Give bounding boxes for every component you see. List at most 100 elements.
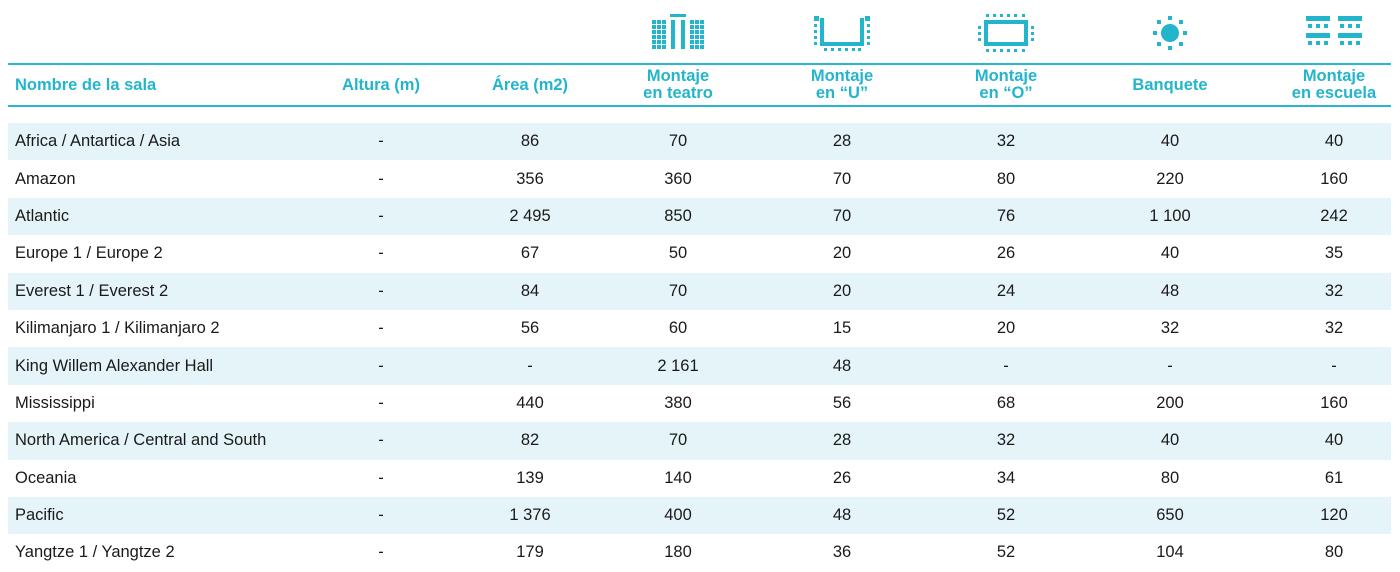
header-room-name: Nombre de la sala	[8, 65, 298, 105]
icon-spacer	[8, 10, 298, 56]
cell-room-name: Amazon	[15, 169, 76, 188]
cell-u-shape: 56	[832, 393, 852, 412]
cell-height: -	[378, 132, 384, 151]
cell-classroom: 80	[1324, 543, 1344, 562]
header-label: Montaje en “U”	[810, 67, 874, 102]
cell-o-shape: 52	[996, 506, 1016, 525]
cell-o-shape: 68	[996, 393, 1016, 412]
cell-classroom: 160	[1320, 169, 1348, 188]
cell-classroom: 40	[1324, 132, 1344, 151]
cell-u-shape: 15	[832, 319, 852, 338]
o-shape-icon-graphic	[978, 14, 1034, 52]
cell-room-name: Kilimanjaro 1 / Kilimanjaro 2	[15, 319, 220, 338]
cell-theater: 2 161	[657, 356, 699, 375]
cell-room-name: King Willem Alexander Hall	[15, 356, 214, 375]
cell-theater: 380	[664, 393, 692, 412]
cell-room-name: Pacific	[15, 506, 64, 525]
cell-theater: 180	[664, 543, 692, 562]
cell-height: -	[378, 543, 384, 562]
cell-classroom: 120	[1320, 506, 1348, 525]
cell-banquet: 200	[1156, 393, 1184, 412]
cell-u-shape: 20	[832, 281, 852, 300]
cell-area: -	[527, 356, 533, 375]
classroom-icon-graphic	[1306, 16, 1362, 45]
cell-room-name: Atlantic	[15, 206, 70, 225]
cell-banquet: -	[1167, 356, 1173, 375]
cell-u-shape: 20	[832, 244, 852, 263]
cell-area: 179	[516, 543, 544, 562]
cell-banquet: 40	[1160, 132, 1180, 151]
cell-classroom: 61	[1324, 468, 1344, 487]
cell-height: -	[378, 206, 384, 225]
cell-theater: 400	[664, 506, 692, 525]
header-label: Altura (m)	[342, 75, 420, 94]
cell-theater: 60	[668, 319, 688, 338]
header-o-shape: Montaje en “O”	[924, 65, 1088, 105]
cell-u-shape: 36	[832, 543, 852, 562]
header-area: Área (m2)	[464, 65, 596, 105]
cell-area: 56	[520, 319, 540, 338]
table-row: King Willem Alexander Hall - - 2 161 48 …	[8, 347, 1391, 385]
cell-theater: 140	[664, 468, 692, 487]
cell-height: -	[378, 244, 384, 263]
cell-classroom: 160	[1320, 393, 1348, 412]
cell-theater: 850	[664, 206, 692, 225]
header-label: Banquete	[1132, 75, 1208, 94]
cell-area: 2 495	[509, 206, 551, 225]
table-row: Amazon - 356 360 70 80 220 160	[8, 160, 1391, 197]
header-u-shape: Montaje en “U”	[760, 65, 924, 105]
cell-room-name: North America / Central and South	[15, 431, 267, 450]
cell-u-shape: 26	[832, 468, 852, 487]
cell-banquet: 40	[1160, 431, 1180, 450]
cell-o-shape: 20	[996, 319, 1016, 338]
cell-room-name: Africa / Antartica / Asia	[15, 132, 181, 151]
cell-u-shape: 70	[832, 169, 852, 188]
cell-height: -	[378, 356, 384, 375]
table-row: North America / Central and South - 82 7…	[8, 422, 1391, 460]
header-label: Nombre de la sala	[15, 75, 157, 94]
cell-u-shape: 28	[832, 431, 852, 450]
cell-o-shape: 76	[996, 206, 1016, 225]
cell-banquet: 1 100	[1149, 206, 1191, 225]
cell-area: 356	[516, 169, 544, 188]
cell-u-shape: 70	[832, 206, 852, 225]
cell-height: -	[378, 468, 384, 487]
cell-height: -	[378, 169, 384, 188]
cell-theater: 70	[668, 431, 688, 450]
table-row: Atlantic - 2 495 850 70 76 1 100 242	[8, 197, 1391, 236]
cell-height: -	[378, 393, 384, 412]
header-label: Montaje en escuela	[1291, 67, 1377, 102]
banquet-icon	[1088, 10, 1252, 56]
cell-theater: 360	[664, 169, 692, 188]
header-label: Montaje en teatro	[643, 67, 713, 102]
cell-theater: 50	[668, 244, 688, 263]
cell-area: 139	[516, 468, 544, 487]
u-shape-icon	[760, 10, 924, 56]
cell-o-shape: 32	[996, 132, 1016, 151]
table-body: Africa / Antartica / Asia - 86 70 28 32 …	[8, 123, 1391, 572]
cell-banquet: 40	[1160, 244, 1180, 263]
cell-classroom: 32	[1324, 281, 1344, 300]
cell-banquet: 650	[1156, 506, 1184, 525]
theater-seating-icon	[596, 10, 760, 56]
table-row: Africa / Antartica / Asia - 86 70 28 32 …	[8, 123, 1391, 161]
cell-o-shape: 26	[996, 244, 1016, 263]
cell-height: -	[378, 506, 384, 525]
cell-banquet: 80	[1160, 468, 1180, 487]
cell-height: -	[378, 319, 384, 338]
header-height: Altura (m)	[298, 65, 464, 105]
cell-room-name: Yangtze 1 / Yangtze 2	[15, 543, 175, 562]
header-label: Montaje en “O”	[974, 67, 1038, 102]
cell-area: 82	[520, 431, 540, 450]
cell-banquet: 104	[1156, 543, 1184, 562]
cell-classroom: -	[1331, 356, 1337, 375]
cell-u-shape: 48	[832, 506, 852, 525]
o-shape-icon	[924, 10, 1088, 56]
cell-area: 67	[520, 244, 540, 263]
cell-o-shape: 80	[996, 169, 1016, 188]
cell-o-shape: -	[1003, 356, 1009, 375]
table-row: Mississippi - 440 380 56 68 200 160	[8, 385, 1391, 422]
cell-o-shape: 24	[996, 281, 1016, 300]
cell-banquet: 32	[1160, 319, 1180, 338]
cell-u-shape: 48	[832, 356, 852, 375]
